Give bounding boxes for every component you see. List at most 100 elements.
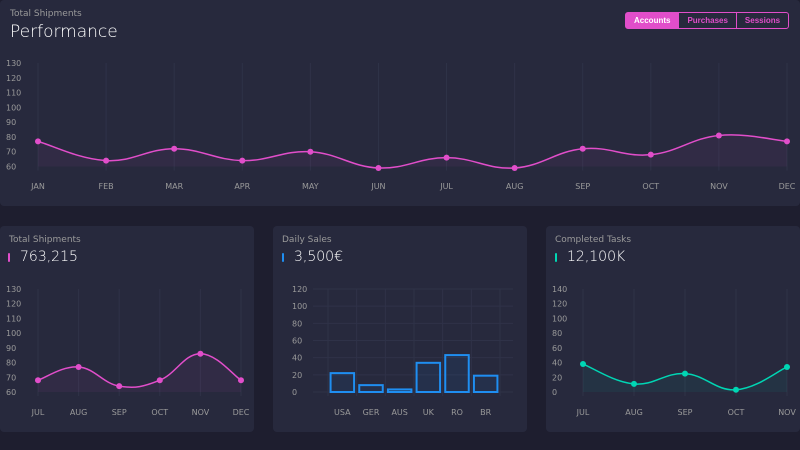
data-point	[116, 383, 123, 390]
x-tick-label: AUG	[70, 408, 88, 417]
bar	[386, 388, 413, 394]
y-tick-label: 100	[292, 302, 307, 311]
daily-sales-category: Daily Sales	[282, 235, 332, 245]
completed-tasks-chart: 0 20 40 60 80 100 120 140 JUL AUG SEP OCT NOV	[552, 285, 796, 417]
y-tick-label: 20	[292, 371, 302, 380]
performance-category: Total Shipments	[10, 9, 82, 19]
data-point	[784, 363, 790, 370]
data-point	[511, 164, 518, 171]
x-tick-label: SEP	[575, 182, 590, 191]
y-tick-label: 60	[292, 337, 302, 346]
x-tick-label: AUG	[506, 182, 524, 191]
series-line	[37, 134, 788, 169]
series-line	[37, 352, 242, 388]
y-tick-label: 40	[292, 354, 302, 363]
x-tick-label: NOV	[778, 408, 796, 417]
y-tick-label: 0	[292, 388, 297, 397]
y-tick-label: 100	[6, 329, 21, 338]
daily-sales-value-text: 3,500€	[294, 249, 343, 265]
x-tick-label: BR	[480, 408, 491, 417]
x-tick-label: MAR	[165, 182, 183, 191]
bar	[472, 374, 499, 393]
x-tick-label: JUL	[576, 408, 590, 417]
x-tick-label: JUL	[439, 182, 453, 191]
x-tick-label: OCT	[728, 408, 745, 417]
x-tick-label: FEB	[99, 182, 114, 191]
delivery-icon	[282, 252, 284, 262]
bar	[444, 354, 470, 393]
data-point	[784, 138, 790, 145]
y-tick-label: 70	[6, 148, 16, 157]
y-tick-label: 80	[6, 359, 16, 368]
page-title: Performance	[10, 22, 118, 42]
x-tick-label: OCT	[151, 408, 168, 417]
completed-tasks-value-text: 12,100K	[567, 249, 626, 265]
y-tick-label: 120	[292, 285, 307, 294]
data-point	[103, 157, 110, 164]
y-tick-label: 80	[292, 319, 302, 328]
data-point	[443, 154, 450, 161]
x-tick-label: JAN	[30, 182, 45, 191]
data-point	[171, 145, 178, 152]
data-point	[715, 132, 722, 139]
x-tick-label: JUN	[370, 182, 385, 191]
x-tick-label: SEP	[678, 408, 693, 417]
shipments-card: Total Shipments 763,215 60 70 80 90 100 110 12…	[0, 226, 254, 432]
data-point	[197, 350, 204, 357]
sessions-button[interactable]: Sessions	[735, 12, 790, 29]
y-tick-label: 140	[552, 285, 567, 294]
series-area	[38, 353, 241, 392]
x-tick-label: OCT	[642, 182, 659, 191]
y-tick-label: 120	[6, 74, 21, 83]
performance-chart: 60 70 80 90 100 110 120 130 JAN FEB MAR APR MAY JUN JU…	[6, 59, 796, 191]
daily-sales-chart: 0 20 40 60 80 100 120 USA GER AUS UK RO BR	[292, 285, 513, 417]
y-tick-label: 70	[6, 373, 16, 382]
y-tick-label: 80	[552, 329, 562, 338]
x-tick-label: AUG	[625, 408, 643, 417]
x-tick-label: JUL	[31, 408, 45, 417]
y-tick-label: 120	[552, 300, 567, 309]
data-point	[579, 145, 586, 152]
data-point	[75, 363, 82, 370]
y-tick-label: 90	[6, 344, 16, 353]
x-tick-label: NOV	[710, 182, 728, 191]
data-point	[733, 386, 739, 393]
completed-tasks-card: Completed Tasks 12,100K 0 20 40 60 80 100 120 1…	[546, 226, 800, 432]
data-point	[238, 377, 244, 384]
daily-sales-card: Daily Sales 3,500€ 0 20 40 60 80 100 120 USA GER…	[273, 226, 527, 432]
x-tick-label: NOV	[192, 408, 210, 417]
chart-toggle-group: Accounts Purchases Sessions	[625, 12, 790, 29]
data-point	[35, 377, 41, 384]
y-tick-label: 60	[6, 388, 16, 397]
y-tick-label: 80	[6, 133, 16, 142]
bar	[329, 372, 356, 394]
series-area	[38, 134, 787, 169]
data-point	[682, 370, 688, 377]
x-tick-label: AUS	[391, 408, 407, 417]
x-tick-label: MAY	[302, 182, 319, 191]
y-tick-label: 120	[6, 300, 21, 309]
completed-tasks-value: 12,100K	[555, 249, 625, 265]
y-tick-label: 0	[552, 388, 557, 397]
bar	[415, 361, 442, 393]
x-tick-label: SEP	[112, 408, 127, 417]
data-point	[375, 164, 382, 171]
shipments-category: Total Shipments	[9, 235, 81, 245]
x-tick-label: USA	[334, 408, 351, 417]
y-tick-label: 110	[6, 314, 21, 323]
y-tick-label: 110	[6, 89, 21, 98]
send-icon	[555, 252, 557, 262]
y-tick-label: 90	[6, 118, 16, 127]
y-tick-label: 100	[6, 103, 21, 112]
bar	[358, 384, 384, 393]
x-tick-label: DEC	[779, 182, 796, 191]
y-tick-label: 40	[552, 359, 562, 368]
data-point	[647, 151, 654, 158]
y-tick-label: 100	[552, 314, 567, 323]
data-point	[631, 380, 637, 387]
shipments-chart: 60 70 80 90 100 110 120 130 JUL AUG SEP OCT NOV DEC	[6, 285, 250, 417]
x-tick-label: GER	[363, 408, 380, 417]
y-tick-label: 60	[6, 163, 16, 172]
data-point	[156, 377, 163, 384]
shipments-value-text: 763,215	[20, 249, 78, 265]
